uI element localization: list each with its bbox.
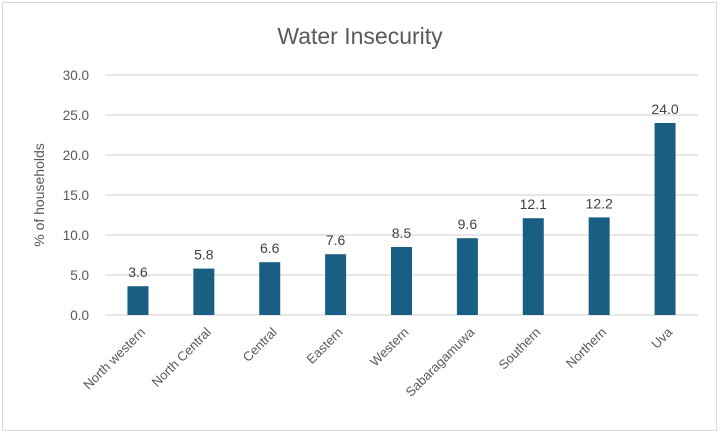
chart-title: Water Insecurity <box>277 23 443 49</box>
data-label: 24.0 <box>651 101 678 117</box>
x-tick-label: North western <box>80 325 148 393</box>
bar-north-western <box>127 286 149 315</box>
y-tick-label: 5.0 <box>70 268 89 283</box>
bar-northern <box>588 217 610 315</box>
y-tick-label: 25.0 <box>63 108 89 123</box>
bar-uva <box>654 123 676 315</box>
data-label: 7.6 <box>326 232 346 248</box>
bar-north-central <box>193 268 215 315</box>
data-label: 6.6 <box>260 240 280 256</box>
x-tick-label: Sabaragamuwa <box>403 324 479 400</box>
x-tick-label: Northern <box>563 325 609 371</box>
x-tick-label: Uva <box>648 324 675 351</box>
x-tick-label: Southern <box>495 325 543 373</box>
bars <box>127 123 676 315</box>
y-tick-label: 15.0 <box>63 188 89 203</box>
data-label: 3.6 <box>128 264 148 280</box>
x-tick-labels: North western North Central Central Eastern… <box>80 324 675 400</box>
x-tick-label: Western <box>367 325 412 370</box>
x-tick-label: Eastern <box>303 325 345 367</box>
y-axis-label: % of households <box>31 143 47 247</box>
data-label: 8.5 <box>392 225 412 241</box>
x-tick-label: Central <box>240 324 280 364</box>
y-tick-label: 30.0 <box>63 68 89 83</box>
data-label: 5.8 <box>194 247 214 263</box>
y-tick-label: 0.0 <box>70 308 89 323</box>
y-tick-labels: 0.0 5.0 10.0 15.0 20.0 25.0 30.0 <box>63 68 89 323</box>
bar-eastern <box>325 254 347 315</box>
bar-sabaragamuwa <box>456 238 478 315</box>
data-labels: 3.6 5.8 6.6 7.6 8.5 9.6 12.1 12.2 24.0 <box>128 101 679 280</box>
bar-western <box>391 247 412 315</box>
bar-central <box>259 262 281 315</box>
x-tick-label: North Central <box>149 324 214 389</box>
y-tick-label: 10.0 <box>63 228 89 243</box>
data-label: 12.1 <box>520 196 547 212</box>
data-label: 9.6 <box>458 216 478 232</box>
y-tick-label: 20.0 <box>63 148 89 163</box>
chart-frame <box>2 2 717 431</box>
data-label: 12.2 <box>586 195 613 211</box>
bar-southern <box>522 218 544 315</box>
